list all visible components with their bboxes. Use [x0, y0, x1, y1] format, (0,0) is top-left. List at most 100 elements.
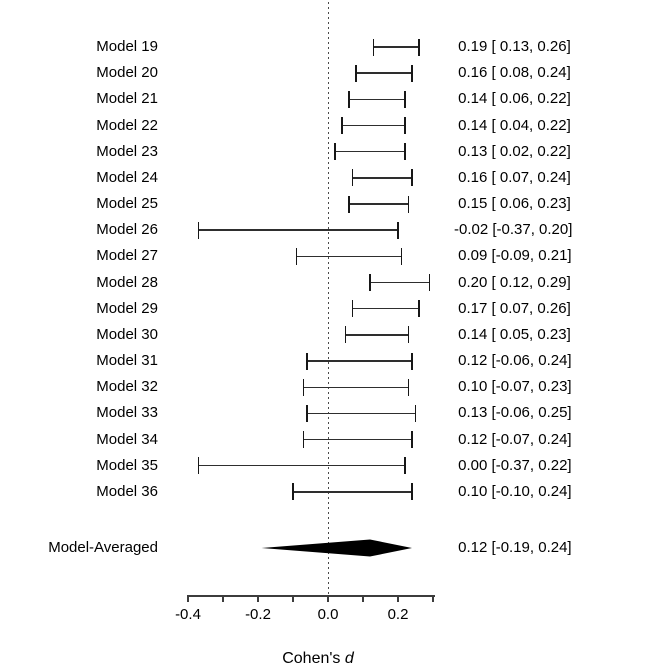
ci-whisker-cap-right: [404, 143, 406, 161]
ci-whisker-cap-right: [414, 404, 417, 422]
model-label: Model 22: [96, 116, 158, 134]
ci-whisker-line: [349, 203, 409, 205]
model-label: Model 20: [96, 64, 158, 82]
ci-whisker-cap-left: [348, 90, 350, 108]
x-axis-title-text: Cohen's: [282, 650, 345, 667]
ci-whisker-cap-right: [428, 274, 431, 292]
model-label: Model 26: [96, 221, 158, 239]
ci-whisker-cap-right: [411, 431, 413, 449]
ci-whisker-line: [342, 124, 405, 127]
ci-whisker-cap-right: [404, 117, 406, 134]
ci-whisker-cap-left: [348, 195, 350, 213]
ci-whisker-cap-right: [407, 195, 410, 213]
model-label: Model 24: [96, 168, 158, 186]
estimate-text: 0.14 [ 0.05, 0.23]: [454, 325, 571, 343]
model-label: Model 29: [96, 299, 158, 317]
estimate-text: 0.20 [ 0.12, 0.29]: [454, 273, 571, 291]
ci-whisker-line: [198, 229, 398, 231]
x-axis-tick: [327, 595, 329, 602]
ci-whisker-cap-left: [197, 221, 200, 239]
x-axis-tick-label: -0.4: [175, 606, 201, 623]
ci-whisker-cap-right: [418, 300, 420, 318]
ci-whisker-line: [303, 438, 412, 441]
estimate-text: -0.02 [-0.37, 0.20]: [454, 221, 573, 239]
ci-whisker-cap-left: [292, 483, 294, 501]
estimate-text: 0.17 [ 0.07, 0.26]: [454, 299, 571, 317]
ci-whisker-cap-left: [369, 274, 371, 292]
summary-label: Model-Averaged: [48, 539, 158, 556]
ci-whisker-line: [373, 46, 419, 48]
x-axis-tick: [257, 595, 259, 602]
model-label: Model 35: [96, 456, 158, 474]
ci-whisker-cap-right: [418, 38, 420, 56]
model-label: Model 23: [96, 142, 158, 160]
ci-whisker-line: [296, 255, 402, 258]
estimate-text: 0.12 [-0.07, 0.24]: [454, 430, 572, 448]
estimate-text: 0.09 [-0.09, 0.21]: [454, 247, 572, 265]
ci-whisker-cap-left: [306, 352, 308, 370]
ci-whisker-line: [370, 281, 430, 284]
ci-whisker-cap-left: [372, 38, 375, 56]
ci-whisker-cap-left: [351, 300, 354, 318]
estimate-text: 0.10 [-0.07, 0.23]: [454, 378, 572, 396]
ci-whisker-cap-left: [355, 64, 357, 82]
x-axis-tick: [362, 595, 364, 602]
x-axis-tick: [222, 595, 224, 602]
estimate-text: 0.14 [ 0.04, 0.22]: [454, 116, 571, 134]
estimate-text: 0.13 [ 0.02, 0.22]: [454, 142, 571, 160]
ci-whisker-line: [293, 491, 412, 493]
x-axis-tick: [432, 595, 434, 602]
model-label: Model 19: [96, 38, 158, 55]
ci-whisker-line: [345, 334, 409, 336]
ci-whisker-line: [349, 98, 405, 101]
model-label: Model 27: [96, 247, 158, 265]
x-axis-tick-label: 0.2: [387, 606, 409, 623]
x-axis-tick-label: -0.2: [245, 606, 271, 623]
estimate-text: 0.19 [ 0.13, 0.26]: [454, 38, 571, 55]
ci-whisker-line: [198, 465, 405, 467]
x-axis-tick-label: 0.0: [317, 606, 339, 623]
ci-whisker-cap-left: [197, 457, 200, 475]
model-label: Model 31: [96, 352, 158, 370]
x-axis-title: Cohen's d: [238, 649, 398, 668]
x-axis-tick: [187, 595, 189, 602]
model-label: Model 33: [96, 404, 158, 422]
ci-whisker-cap-right: [411, 169, 413, 187]
estimate-text: 0.16 [ 0.08, 0.24]: [454, 64, 571, 82]
ci-whisker-line: [356, 72, 412, 74]
ci-whisker-cap-left: [302, 431, 305, 449]
ci-whisker-cap-left: [341, 117, 343, 134]
estimate-text: 0.10 [-0.10, 0.24]: [454, 482, 572, 500]
ci-whisker-cap-right: [400, 247, 403, 265]
ci-whisker-cap-left: [351, 169, 354, 187]
ci-whisker-line: [307, 360, 412, 362]
model-label: Model 28: [96, 273, 158, 291]
ci-whisker-line: [335, 150, 405, 153]
ci-whisker-cap-left: [306, 404, 308, 422]
ci-whisker-cap-left: [344, 326, 347, 344]
estimate-text: 0.15 [ 0.06, 0.23]: [454, 195, 571, 213]
model-label: Model 32: [96, 378, 158, 396]
ci-whisker-cap-right: [411, 64, 413, 82]
model-label: Model 36: [96, 482, 158, 500]
estimate-text: 0.14 [ 0.06, 0.22]: [454, 90, 571, 108]
ci-whisker-line: [352, 177, 412, 179]
ci-whisker-cap-left: [302, 378, 305, 396]
x-axis-title-italic: d: [344, 650, 354, 667]
ci-whisker-cap-right: [397, 221, 399, 239]
ci-whisker-line: [307, 412, 416, 415]
ci-whisker-cap-right: [404, 90, 406, 108]
x-axis-tick: [397, 595, 399, 602]
ci-whisker-cap-right: [407, 378, 410, 396]
ci-whisker-line: [303, 386, 409, 388]
estimate-text: 0.12 [-0.06, 0.24]: [454, 352, 572, 370]
estimate-text: 0.16 [ 0.07, 0.24]: [454, 168, 571, 186]
ci-whisker-line: [352, 308, 419, 310]
ci-whisker-cap-left: [334, 143, 336, 161]
ci-whisker-cap-left: [295, 247, 298, 265]
x-axis-tick: [292, 595, 294, 602]
model-label: Model 25: [96, 195, 158, 213]
estimate-text: 0.00 [-0.37, 0.22]: [454, 456, 572, 474]
x-axis-line: [188, 595, 435, 597]
